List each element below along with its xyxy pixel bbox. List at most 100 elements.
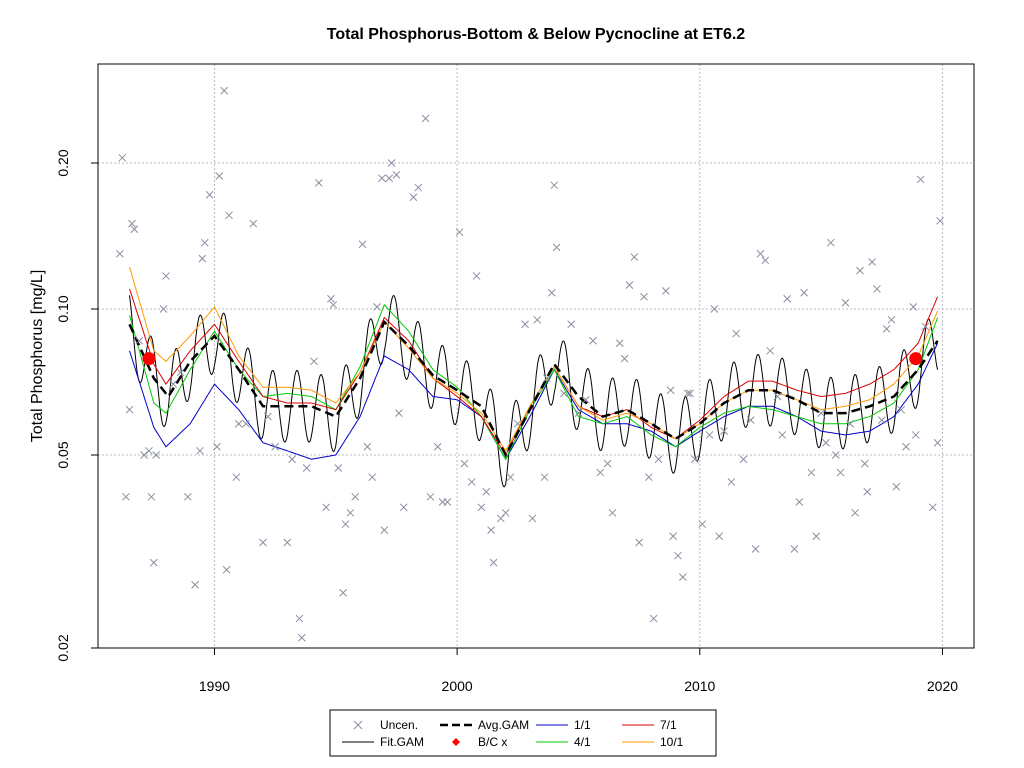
uncen-point: [329, 300, 338, 309]
uncen-point: [310, 357, 318, 366]
uncen-point: [283, 538, 292, 547]
uncen-point: [720, 427, 728, 435]
uncen-point: [727, 478, 736, 486]
uncen-point: [732, 329, 741, 338]
uncen-point: [751, 545, 760, 553]
uncen-point: [574, 409, 583, 417]
legend-box: [329, 709, 717, 757]
uncen-point: [409, 193, 418, 202]
uncen-point: [145, 446, 153, 455]
uncen-point: [550, 181, 559, 190]
legend-label: Uncen.: [380, 718, 418, 732]
uncen-point: [928, 503, 937, 512]
uncen-point: [528, 514, 537, 523]
uncen-point: [506, 473, 515, 482]
uncen-point: [831, 451, 840, 459]
uncen-point: [288, 455, 296, 464]
uncen-point: [341, 520, 350, 529]
legend-label: Fit.GAM: [380, 735, 424, 749]
uncen-point: [882, 325, 891, 333]
uncen-point: [756, 249, 765, 258]
uncen-point: [790, 545, 799, 553]
legend: Uncen. Avg.GAM 1/1 7/1 Fit.GAM B/C x 4/1 10/1: [329, 709, 717, 757]
uncen-point: [135, 336, 144, 345]
uncen-point: [232, 473, 241, 482]
uncen-point: [198, 254, 207, 263]
uncen-point: [654, 455, 663, 464]
uncen-point: [868, 258, 876, 266]
uncen-point: [644, 473, 653, 482]
uncen-point: [836, 468, 845, 477]
uncen-point: [368, 473, 377, 482]
uncen-point: [897, 405, 906, 414]
uncen-point: [661, 286, 670, 295]
uncen-point: [152, 451, 161, 459]
uncen-point: [936, 216, 944, 225]
uncen-point: [385, 174, 394, 183]
uncen-point: [487, 526, 495, 534]
uncen-point: [846, 419, 855, 428]
uncen-point: [147, 492, 156, 501]
legend-label: 4/1: [574, 735, 591, 749]
y-tick-label: 0.05: [55, 441, 71, 468]
uncen-point: [705, 431, 714, 439]
uncen-point: [467, 478, 476, 486]
uncen-point: [378, 174, 386, 183]
uncen-point: [249, 219, 258, 228]
uncen-point: [363, 442, 372, 451]
uncen-point: [916, 175, 925, 184]
bc-points: [142, 352, 923, 366]
uncen-point: [603, 459, 612, 468]
uncen-point: [115, 249, 124, 258]
uncen-point: [501, 508, 510, 517]
uncen-point: [242, 419, 250, 428]
uncen-point: [691, 455, 699, 464]
fit-gam-line: [129, 294, 939, 488]
uncen-point: [543, 374, 551, 383]
uncen-point: [472, 272, 481, 280]
legend-symbol-uncen: [353, 720, 363, 730]
uncen-point: [215, 172, 224, 180]
uncen-point: [902, 442, 910, 451]
uncen-point: [635, 538, 643, 547]
uncen-point: [373, 303, 381, 311]
uncen-point: [443, 498, 452, 506]
uncen-point: [496, 514, 505, 523]
uncen-point: [826, 238, 835, 247]
uncen-point: [841, 298, 850, 307]
uncen-point: [380, 526, 389, 534]
uncen-point: [334, 464, 343, 472]
uncen-point: [540, 473, 549, 482]
uncen-point: [560, 389, 568, 398]
uncen-point: [860, 459, 869, 468]
uncen-point: [222, 565, 231, 574]
uncen-point: [547, 288, 556, 297]
uncen-point: [683, 389, 692, 398]
uncen-point: [414, 183, 423, 192]
x-tick-label: 2020: [927, 678, 958, 694]
uncen-point: [460, 459, 469, 468]
uncen-point: [822, 438, 830, 447]
chart-title: Total Phosphorus-Bottom & Below Pycnocli…: [327, 26, 746, 43]
bc-point: [142, 352, 156, 366]
uncen-point: [220, 86, 229, 95]
uncen-point: [387, 159, 396, 167]
uncen-point: [620, 354, 629, 363]
uncen-point: [625, 281, 634, 289]
uncen-point: [666, 386, 675, 395]
uncen-point: [339, 588, 347, 597]
uncen-point: [205, 190, 214, 199]
legend-label: 7/1: [660, 718, 677, 732]
legend-label: 1/1: [574, 718, 591, 732]
uncen-point: [302, 464, 311, 472]
uncen-point: [122, 492, 130, 501]
uncen-point: [911, 431, 920, 439]
uncen-point: [778, 431, 787, 439]
uncen-point: [183, 492, 192, 501]
uncen-point: [851, 508, 859, 517]
uncen-point: [615, 339, 624, 348]
bc-point: [909, 352, 923, 366]
uncen-point: [909, 303, 918, 311]
uncen-point: [489, 558, 498, 567]
uncen-point: [191, 580, 199, 589]
